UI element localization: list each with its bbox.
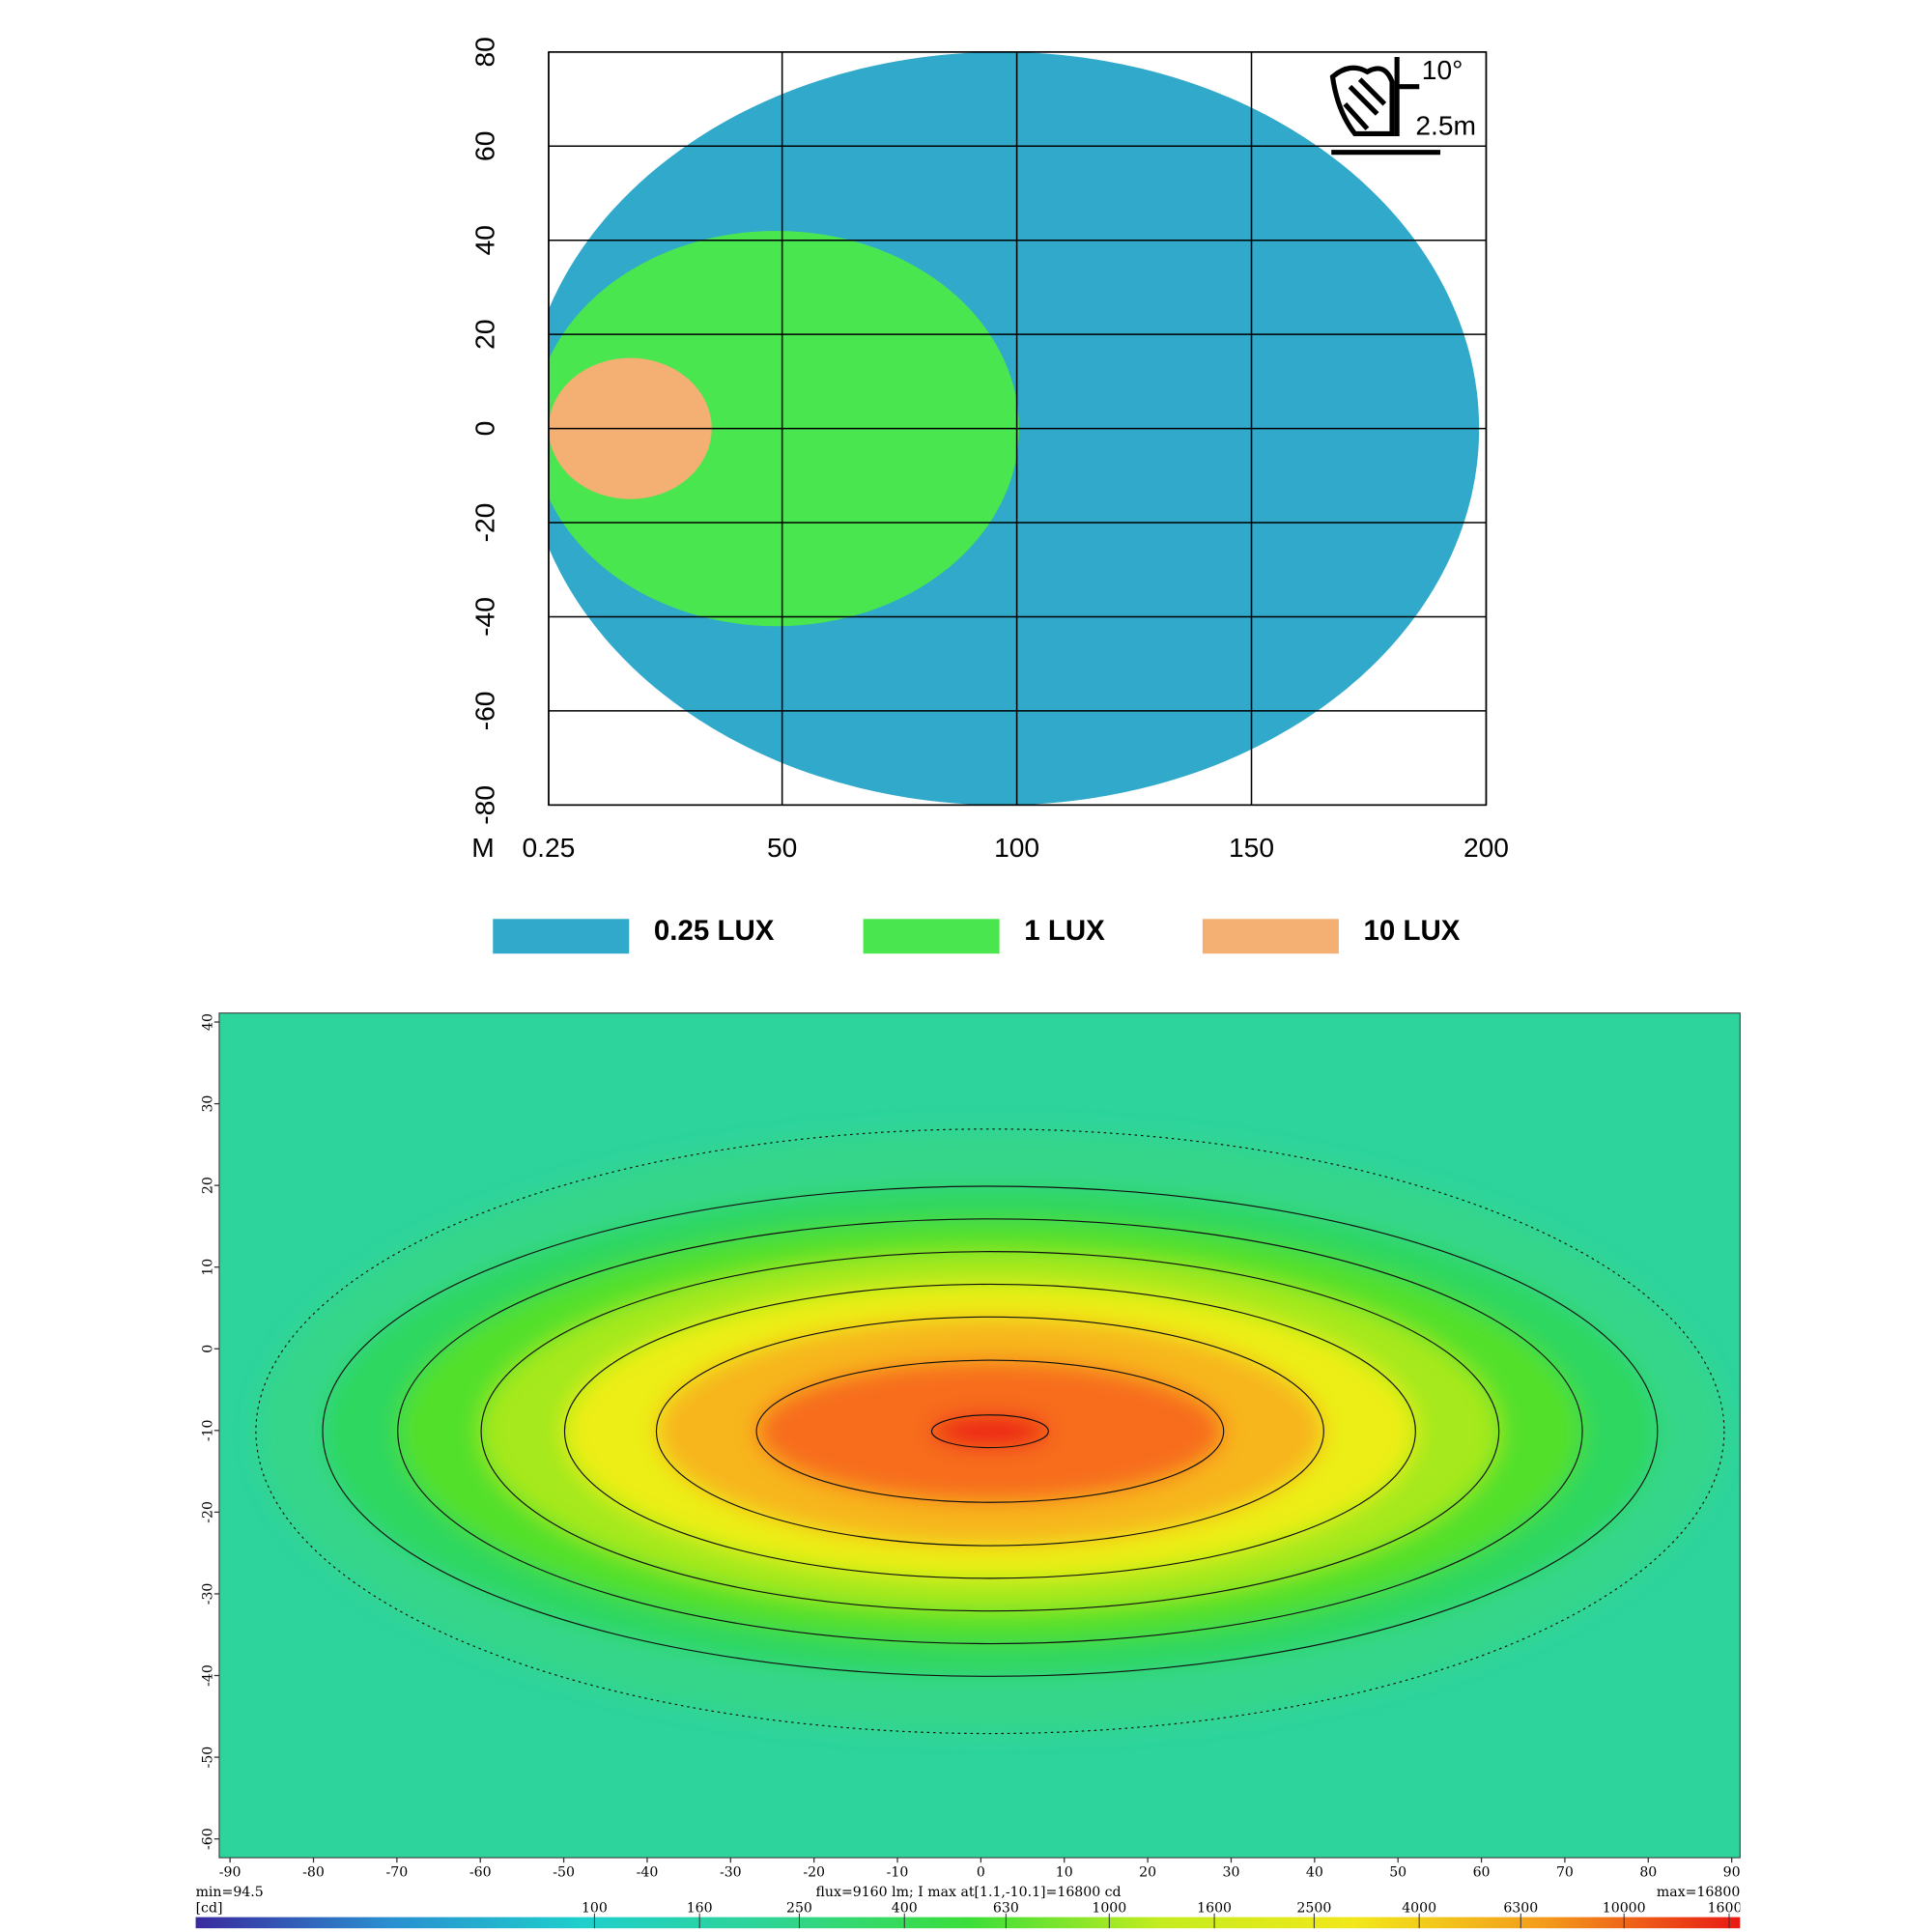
unit-label: [cd] — [196, 1901, 223, 1917]
x-tick-label: 200 — [1463, 832, 1509, 863]
legend-swatch — [863, 919, 1000, 954]
y-tick-label: -40 — [200, 1664, 215, 1687]
intensity-map — [218, 1012, 1741, 1859]
colorbar-tick-label: 1000 — [1092, 1901, 1126, 1917]
contour-line — [480, 1251, 1500, 1612]
x-tick-label: -60 — [469, 1864, 492, 1880]
contour-line — [397, 1218, 1583, 1645]
y-tick-label: 40 — [469, 225, 499, 255]
colorbar-tick-label: 630 — [993, 1901, 1019, 1917]
legend-swatch — [493, 919, 630, 954]
colorbar-tick-label: 2500 — [1296, 1901, 1331, 1917]
x-tick-label: 80 — [1639, 1864, 1657, 1880]
map-fills — [255, 1128, 1724, 1734]
x-tick-label: 90 — [1723, 1864, 1741, 1880]
min-label: min=94.5 — [196, 1885, 264, 1900]
x-tick-label: -30 — [720, 1864, 742, 1880]
intensity-zone — [931, 1414, 1049, 1448]
x-tick-label: 60 — [1473, 1864, 1491, 1880]
x-tick-label: -90 — [219, 1864, 242, 1880]
inset-icon — [1329, 56, 1441, 156]
y-tick-label: -20 — [469, 503, 499, 543]
y-tick-label: -60 — [200, 1828, 215, 1850]
x-tick-label: 150 — [1229, 832, 1274, 863]
colorbar-tick-label: 160 — [687, 1901, 713, 1917]
legend-label: 1 LUX — [1024, 915, 1105, 947]
x-tick-label: -40 — [637, 1864, 659, 1880]
colorbar-tick-label: 16000 — [1708, 1901, 1751, 1917]
inset-angle: 10° — [1422, 54, 1463, 85]
contour-line — [655, 1316, 1324, 1547]
contour-line — [322, 1185, 1659, 1677]
y-tick-label: -80 — [469, 785, 499, 825]
x-tick-label: 50 — [1389, 1864, 1406, 1880]
y-tick-label: 20 — [469, 319, 499, 349]
contour-line — [255, 1128, 1725, 1735]
contour-line — [755, 1359, 1225, 1503]
y-tick-label: -50 — [200, 1747, 215, 1769]
x-tick-label: -80 — [302, 1864, 325, 1880]
y-tick-label: -20 — [200, 1501, 215, 1523]
colorbar-tick-label: 6300 — [1503, 1901, 1538, 1917]
contour-line — [930, 1414, 1049, 1449]
legend-label: 0.25 LUX — [654, 915, 775, 947]
y-tick-label: -10 — [200, 1419, 215, 1441]
legend-swatch — [1202, 919, 1339, 954]
x-tick-label: 30 — [1223, 1864, 1240, 1880]
colorbar-tick-label: 10000 — [1603, 1901, 1646, 1917]
y-tick-label: 0 — [200, 1345, 215, 1353]
colorbar-tick-label: 400 — [892, 1901, 918, 1917]
y-tick-label: 0 — [469, 421, 499, 437]
colorbar-tick-label: 250 — [786, 1901, 812, 1917]
colorbar-tick-label: 4000 — [1402, 1901, 1436, 1917]
colorbar-ticks: 100 160 250 400 630 1000 1600 2500 4000 6300 10000… — [582, 1901, 1751, 1929]
x-axis-label: M — [471, 832, 494, 863]
y-tick-label: 30 — [200, 1095, 215, 1113]
contour-line — [563, 1283, 1416, 1579]
x-tick-label: -20 — [803, 1864, 825, 1880]
colorbar — [195, 1917, 1741, 1929]
inset-height: 2.5m — [1415, 110, 1476, 141]
x-tick-label: 0 — [977, 1864, 985, 1880]
x-tick-label: -10 — [887, 1864, 909, 1880]
x-tick-label: 70 — [1556, 1864, 1574, 1880]
y-tick-label: -30 — [200, 1583, 215, 1605]
x-tick-label: 40 — [1306, 1864, 1323, 1880]
y-tick-label: -40 — [469, 597, 499, 637]
y-tick-label: 20 — [200, 1177, 215, 1194]
y-tick-label: -60 — [469, 692, 499, 731]
max-label: max=16800 — [1657, 1885, 1740, 1900]
legend-label: 10 LUX — [1364, 915, 1461, 947]
info-label: flux=9160 lm; I max at[1.1,-10.1]=16800 … — [816, 1885, 1122, 1900]
x-tick-label: 10 — [1056, 1864, 1073, 1880]
plot-frame — [218, 1012, 1741, 1859]
x-tick-label: 100 — [994, 832, 1039, 863]
x-tick-label: 20 — [1139, 1864, 1156, 1880]
y-tick-label: 80 — [469, 37, 499, 67]
y-tick-label: 10 — [200, 1259, 215, 1276]
y-tick-label: 40 — [200, 1013, 215, 1031]
x-tick-label: -50 — [553, 1864, 575, 1880]
colorbar-tick-label: 100 — [582, 1901, 608, 1917]
colorbar-tick-label: 1600 — [1197, 1901, 1232, 1917]
plot-frame — [548, 51, 1488, 807]
x-tick-label: -70 — [386, 1864, 409, 1880]
x-tick-label: 0.25 — [523, 832, 576, 863]
x-tick-label: 50 — [767, 832, 797, 863]
y-tick-label: 60 — [469, 131, 499, 161]
